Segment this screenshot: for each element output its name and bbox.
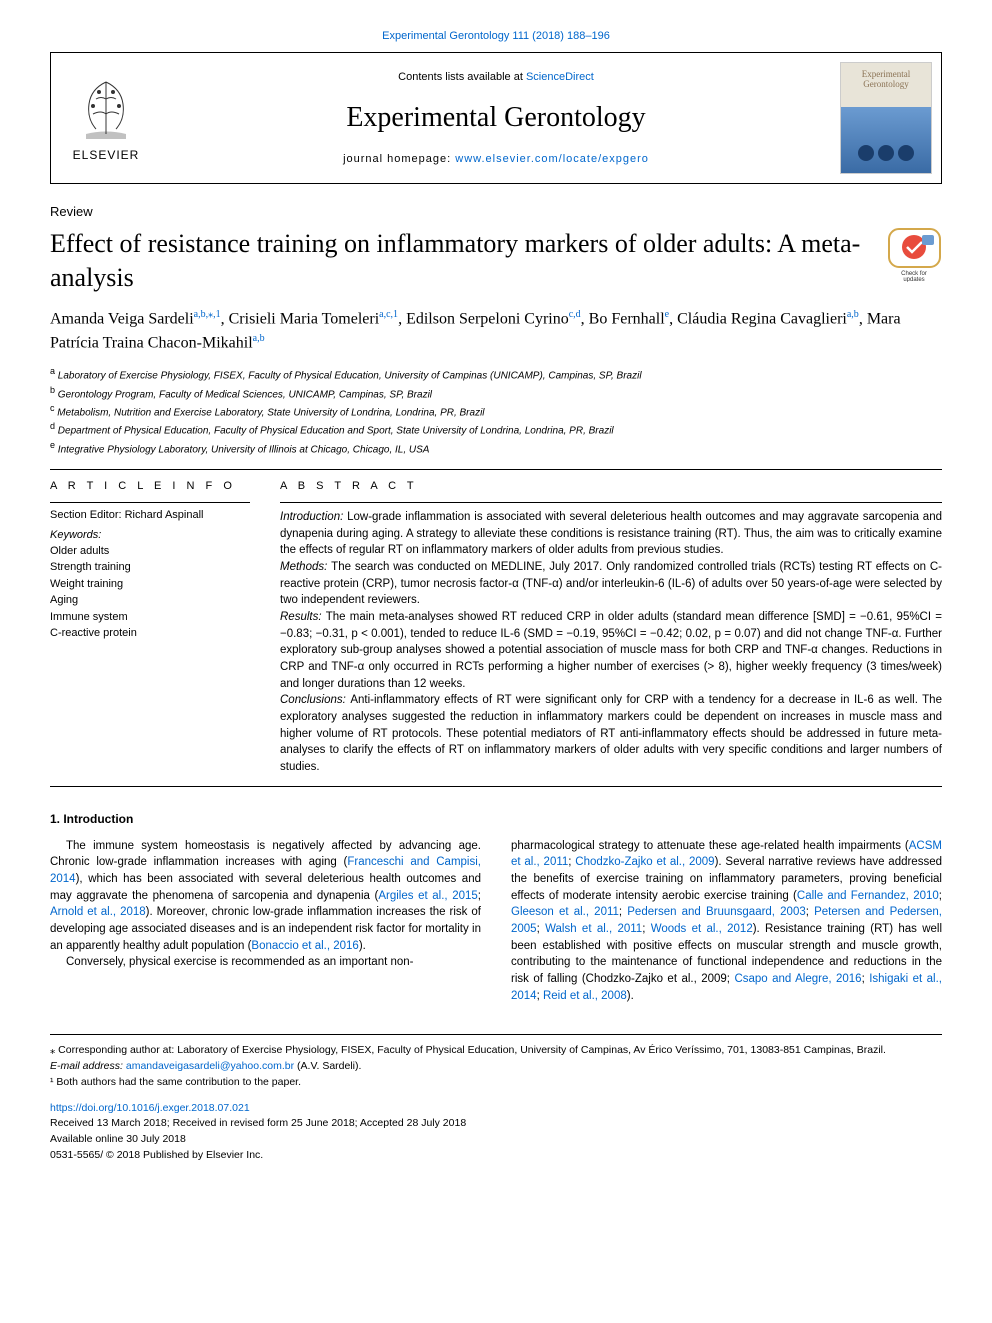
citation-link[interactable]: Argiles et al., 2015: [378, 890, 477, 902]
copyright-line: 0531-5565/ © 2018 Published by Elsevier …: [50, 1149, 263, 1161]
citation-link[interactable]: Chodzko-Zajko et al., 2009: [575, 856, 714, 868]
doi-link[interactable]: https://doi.org/10.1016/j.exger.2018.07.…: [50, 1102, 250, 1114]
cover-image: Experimental Gerontology: [840, 62, 932, 174]
col2-p1: pharmacological strategy to attenuate th…: [511, 838, 942, 1005]
affiliations: a Laboratory of Exercise Physiology, FIS…: [50, 365, 942, 457]
homepage-prefix: journal homepage:: [343, 153, 455, 165]
abstract-body: Introduction: Low-grade inflammation is …: [280, 502, 942, 776]
col1-p1: The immune system homeostasis is negativ…: [50, 838, 481, 955]
citation-link[interactable]: Bonaccio et al., 2016: [251, 940, 358, 952]
citation-link[interactable]: Walsh et al., 2011: [545, 923, 642, 935]
cover-title-1: Experimental: [862, 69, 910, 79]
citation-link[interactable]: Woods et al., 2012: [651, 923, 753, 935]
header-center: Contents lists available at ScienceDirec…: [161, 53, 831, 183]
affiliation-a: a Laboratory of Exercise Physiology, FIS…: [50, 365, 942, 383]
column-right: pharmacological strategy to attenuate th…: [511, 838, 942, 1005]
title-row: Effect of resistance training on inflamm…: [50, 227, 942, 295]
col1-p2: Conversely, physical exercise is recomme…: [50, 954, 481, 971]
homepage-link[interactable]: www.elsevier.com/locate/expgero: [455, 153, 649, 165]
column-left: The immune system homeostasis is negativ…: [50, 838, 481, 1005]
citation-link[interactable]: Gleeson et al., 2011: [511, 906, 619, 918]
divider-2: [50, 786, 942, 787]
abstract-conclusions: Anti-inflammatory effects of RT were sig…: [280, 694, 942, 773]
abstract: A B S T R A C T Introduction: Low-grade …: [280, 480, 942, 776]
affiliation-d: d Department of Physical Education, Facu…: [50, 420, 942, 438]
abstract-methods-label: Methods:: [280, 561, 331, 573]
received-dates: Received 13 March 2018; Received in revi…: [50, 1117, 466, 1129]
keywords-list: Older adultsStrength trainingWeight trai…: [50, 543, 250, 642]
info-abstract-row: A R T I C L E I N F O Section Editor: Ri…: [50, 480, 942, 776]
citation-link[interactable]: Calle and Fernandez, 2010: [797, 890, 939, 902]
svg-text:updates: updates: [903, 277, 924, 282]
contents-available-line: Contents lists available at ScienceDirec…: [398, 71, 594, 83]
article-info: A R T I C L E I N F O Section Editor: Ri…: [50, 480, 250, 776]
sciencedirect-link[interactable]: ScienceDirect: [526, 71, 594, 83]
keywords-label: Keywords:: [50, 529, 250, 541]
citation-link[interactable]: Franceschi and Campisi, 2014: [50, 856, 481, 885]
elsevier-text: ELSEVIER: [73, 148, 140, 162]
affiliation-c: c Metabolism, Nutrition and Exercise Lab…: [50, 402, 942, 420]
equal-contribution-note: ¹ Both authors had the same contribution…: [50, 1075, 942, 1091]
divider-1: [50, 469, 942, 470]
two-column-text: The immune system homeostasis is negativ…: [50, 838, 942, 1005]
abstract-intro: Low-grade inflammation is associated wit…: [280, 511, 942, 556]
journal-name: Experimental Gerontology: [346, 102, 645, 134]
paper-page: Experimental Gerontology 111 (2018) 188–…: [0, 0, 992, 1184]
available-online: Available online 30 July 2018: [50, 1133, 186, 1145]
article-title: Effect of resistance training on inflamm…: [50, 227, 887, 295]
section-editor: Section Editor: Richard Aspinall: [50, 502, 250, 521]
elsevier-logo: ELSEVIER: [51, 53, 161, 183]
journal-cover: Experimental Gerontology: [831, 53, 941, 183]
abstract-header: A B S T R A C T: [280, 480, 942, 492]
main-text: 1. Introduction The immune system homeos…: [50, 812, 942, 1005]
footnotes: ⁎ Corresponding author at: Laboratory of…: [50, 1034, 942, 1090]
article-info-header: A R T I C L E I N F O: [50, 480, 250, 492]
corresponding-author: ⁎ Corresponding author at: Laboratory of…: [50, 1043, 942, 1059]
section-1-heading: 1. Introduction: [50, 812, 942, 826]
cover-title: Experimental Gerontology: [841, 69, 931, 89]
abstract-results-label: Results:: [280, 611, 326, 623]
citation-link[interactable]: Pedersen and Bruunsgaard, 2003: [627, 906, 805, 918]
citation-link[interactable]: Csapo and Alegre, 2016: [734, 973, 861, 985]
cover-circles-icon: [841, 145, 931, 161]
email-line: E-mail address: amandaveigasardeli@yahoo…: [50, 1059, 942, 1075]
affiliation-b: b Gerontology Program, Faculty of Medica…: [50, 384, 942, 402]
journal-header-box: ELSEVIER Contents lists available at Sci…: [50, 52, 942, 184]
journal-issue-link[interactable]: Experimental Gerontology 111 (2018) 188–…: [50, 30, 942, 42]
email-link[interactable]: amandaveigasardeli@yahoo.com.br: [126, 1060, 294, 1072]
doi-block: https://doi.org/10.1016/j.exger.2018.07.…: [50, 1101, 942, 1164]
article-type: Review: [50, 204, 942, 219]
citation-link[interactable]: Reid et al., 2008: [543, 990, 627, 1002]
check-updates-icon[interactable]: Check for updates: [887, 227, 942, 282]
citation-link[interactable]: Arnold et al., 2018: [50, 906, 146, 918]
cover-title-2: Gerontology: [863, 79, 909, 89]
abstract-conclusions-label: Conclusions:: [280, 694, 350, 706]
contents-prefix: Contents lists available at: [398, 71, 526, 83]
elsevier-tree-icon: [71, 74, 141, 144]
journal-homepage-line: journal homepage: www.elsevier.com/locat…: [343, 153, 649, 165]
abstract-results: The main meta-analyses showed RT reduced…: [280, 611, 942, 690]
abstract-intro-label: Introduction:: [280, 511, 347, 523]
authors-line: Amanda Veiga Sardelia,b,⁎,1, Crisieli Ma…: [50, 307, 942, 356]
abstract-methods: The search was conducted on MEDLINE, Jul…: [280, 561, 942, 606]
affiliation-e: e Integrative Physiology Laboratory, Uni…: [50, 439, 942, 457]
